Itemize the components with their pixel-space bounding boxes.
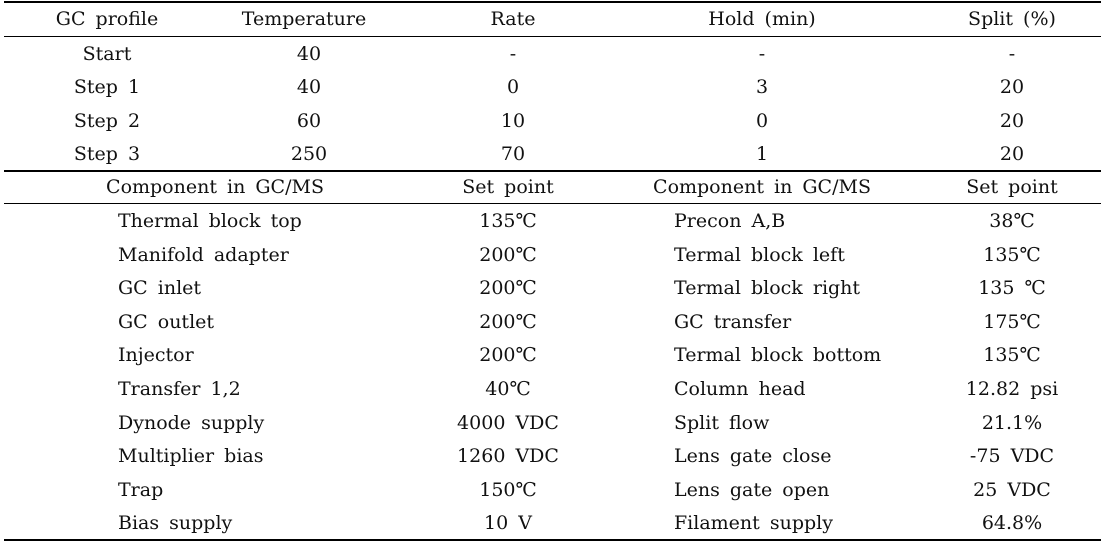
- component-cell: 1260 VDC: [457, 445, 559, 467]
- component-cell: GC outlet: [118, 311, 215, 333]
- component-cell: GC transfer: [674, 311, 792, 333]
- component-cell: 4000 VDC: [457, 412, 559, 434]
- component-cell: Split flow: [674, 412, 770, 434]
- profile-cell: 250: [290, 143, 328, 165]
- component-cell: 135℃: [983, 344, 1041, 366]
- component-cell: 200℃: [479, 344, 537, 366]
- component-cell: 64.8%: [981, 512, 1043, 534]
- component-cell: 200℃: [479, 311, 537, 333]
- profile-cell: -: [509, 43, 517, 65]
- section-divider-rule: [4, 170, 1101, 172]
- component-cell: Termal block bottom: [674, 344, 882, 366]
- profile-cell: 10: [500, 110, 526, 132]
- component-cell: 38℃: [989, 210, 1035, 232]
- component-cell: -75 VDC: [969, 445, 1055, 467]
- component-header-cell: Component in GC/MS: [653, 176, 871, 198]
- profile-header-cell: Split (%): [968, 8, 1056, 30]
- profile-header-rule: [4, 36, 1101, 37]
- component-cell: Precon A,B: [674, 210, 786, 232]
- profile-cell: 1: [755, 143, 769, 165]
- component-cell: Lens gate open: [674, 479, 830, 501]
- component-cell: GC inlet: [118, 277, 202, 299]
- component-cell: 200℃: [479, 277, 537, 299]
- profile-cell: 0: [755, 110, 769, 132]
- component-cell: 150℃: [479, 479, 537, 501]
- component-cell: Bias supply: [118, 512, 233, 534]
- profile-cell: 40: [296, 76, 322, 98]
- component-cell: Multiplier bias: [118, 445, 264, 467]
- component-cell: Manifold adapter: [118, 244, 289, 266]
- profile-header-cell: GC profile: [55, 8, 159, 30]
- component-cell: 200℃: [479, 244, 537, 266]
- profile-cell: 60: [296, 110, 322, 132]
- component-cell: 40℃: [485, 378, 531, 400]
- top-rule: [4, 1, 1101, 3]
- profile-cell: 40: [296, 43, 322, 65]
- component-cell: 12.82 psi: [965, 378, 1059, 400]
- profile-header-cell: Hold (min): [708, 8, 816, 30]
- component-cell: Filament supply: [674, 512, 833, 534]
- component-cell: 135℃: [983, 244, 1041, 266]
- component-cell: 135 ℃: [978, 277, 1046, 299]
- component-header-cell: Set point: [966, 176, 1058, 198]
- component-cell: Trap: [118, 479, 164, 501]
- bottom-rule: [4, 539, 1101, 541]
- profile-cell: 70: [500, 143, 526, 165]
- component-header-cell: Set point: [462, 176, 554, 198]
- profile-header-cell: Temperature: [241, 8, 367, 30]
- component-cell: 25 VDC: [973, 479, 1051, 501]
- profile-cell: 20: [999, 76, 1025, 98]
- component-cell: Injector: [118, 344, 194, 366]
- profile-cell: -: [1008, 43, 1016, 65]
- component-cell: Column head: [674, 378, 806, 400]
- component-cell: 175℃: [983, 311, 1041, 333]
- component-cell: Termal block right: [674, 277, 861, 299]
- component-cell: Lens gate close: [674, 445, 832, 467]
- profile-cell: -: [758, 43, 766, 65]
- profile-cell: Start: [82, 43, 132, 65]
- component-cell: Transfer 1,2: [118, 378, 241, 400]
- component-cell: Dynode supply: [118, 412, 265, 434]
- profile-cell: 20: [999, 143, 1025, 165]
- profile-cell: Step 2: [73, 110, 141, 132]
- component-cell: 10 V: [484, 512, 532, 534]
- component-cell: 135℃: [479, 210, 537, 232]
- profile-cell: Step 3: [73, 143, 141, 165]
- component-header-rule: [4, 203, 1101, 204]
- profile-cell: 3: [755, 76, 769, 98]
- profile-cell: 0: [506, 76, 520, 98]
- component-header-cell: Component in GC/MS: [106, 176, 324, 198]
- profile-header-cell: Rate: [490, 8, 536, 30]
- profile-cell: 20: [999, 110, 1025, 132]
- profile-cell: Step 1: [73, 76, 141, 98]
- component-cell: Termal block left: [674, 244, 845, 266]
- component-cell: Thermal block top: [118, 210, 302, 232]
- component-cell: 21.1%: [981, 412, 1043, 434]
